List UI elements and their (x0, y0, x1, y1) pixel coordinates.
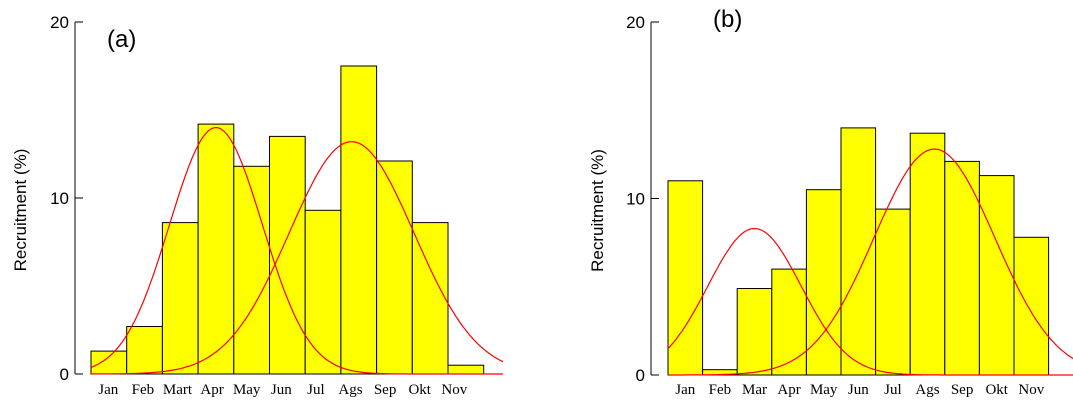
chart-panel-a: 0 10 20 Jan Feb Mart Apr May Jun Jul Ags Sep Okt Nov R… (11, 13, 504, 398)
x-tick-label: Jul (884, 382, 902, 398)
x-tick-label: Feb (709, 382, 732, 398)
x-tick-label: Mart (163, 382, 193, 398)
x-tick-label: Mar (742, 382, 767, 398)
fit-curve-1 (90, 126, 503, 375)
y-tick-label: 10 (626, 190, 645, 209)
x-tick-label: Okt (408, 382, 431, 398)
x-tick-label: Sep (374, 382, 397, 398)
bar-mart (161, 222, 199, 375)
bar-nov (447, 364, 485, 375)
bar-ags (340, 65, 378, 375)
y-axis-title: Recruitment (%) (11, 149, 30, 272)
y-tick-label: 20 (626, 13, 645, 32)
bar-apr (197, 123, 235, 375)
bar-jul (875, 208, 911, 376)
bar-sep (944, 160, 980, 376)
x-tick-label: Apr (777, 382, 800, 398)
x-tick-label: Jan (675, 382, 695, 398)
panel-label: (b) (713, 6, 742, 33)
bar-nov (1013, 236, 1050, 376)
bar-jan (667, 180, 704, 376)
bar-may (805, 189, 842, 376)
bar-sep (376, 160, 413, 375)
bar-mar (736, 288, 773, 376)
x-tick-label: Okt (985, 382, 1008, 398)
bar-feb (126, 326, 163, 375)
x-tick-label: Ags (338, 382, 362, 398)
y-tick-label: 20 (50, 13, 69, 32)
x-tick-label: Jan (98, 382, 118, 398)
x-tick-label: May (233, 382, 261, 398)
bar-okt (978, 175, 1015, 376)
bar-jun (269, 135, 306, 375)
fit-curve-1 (667, 227, 1073, 376)
x-tick-label: Jun (848, 382, 869, 398)
x-tick-label: Sep (951, 382, 974, 398)
x-tick-label: Jul (307, 382, 325, 398)
y-tick-label: 0 (60, 365, 69, 384)
fit-curve-2 (91, 141, 504, 375)
x-tick-label: Nov (1018, 382, 1044, 398)
x-tick-label: May (810, 382, 838, 398)
bar-may (233, 165, 271, 375)
panel-label: (a) (107, 26, 136, 53)
bar-okt (411, 222, 449, 375)
x-tick-label: Ags (915, 382, 939, 398)
y-tick-label: 0 (636, 366, 645, 385)
x-tick-label: Apr (200, 382, 223, 398)
x-tick-label: Jun (271, 382, 292, 398)
bar-jul (304, 209, 342, 375)
bar-ags (909, 132, 946, 376)
chart-panel-b: 0 10 20 Jan Feb Mar Apr May Jun Jul Ags Sep Okt Nov Re… (588, 6, 1073, 398)
y-axis-title: Recruitment (%) (588, 149, 607, 272)
y-tick-label: 10 (50, 189, 69, 208)
bar-jan (90, 350, 128, 375)
fit-curve-2 (668, 148, 1073, 376)
x-tick-label: Nov (441, 382, 467, 398)
x-tick-label: Feb (132, 382, 155, 398)
bar-jun (840, 127, 877, 376)
